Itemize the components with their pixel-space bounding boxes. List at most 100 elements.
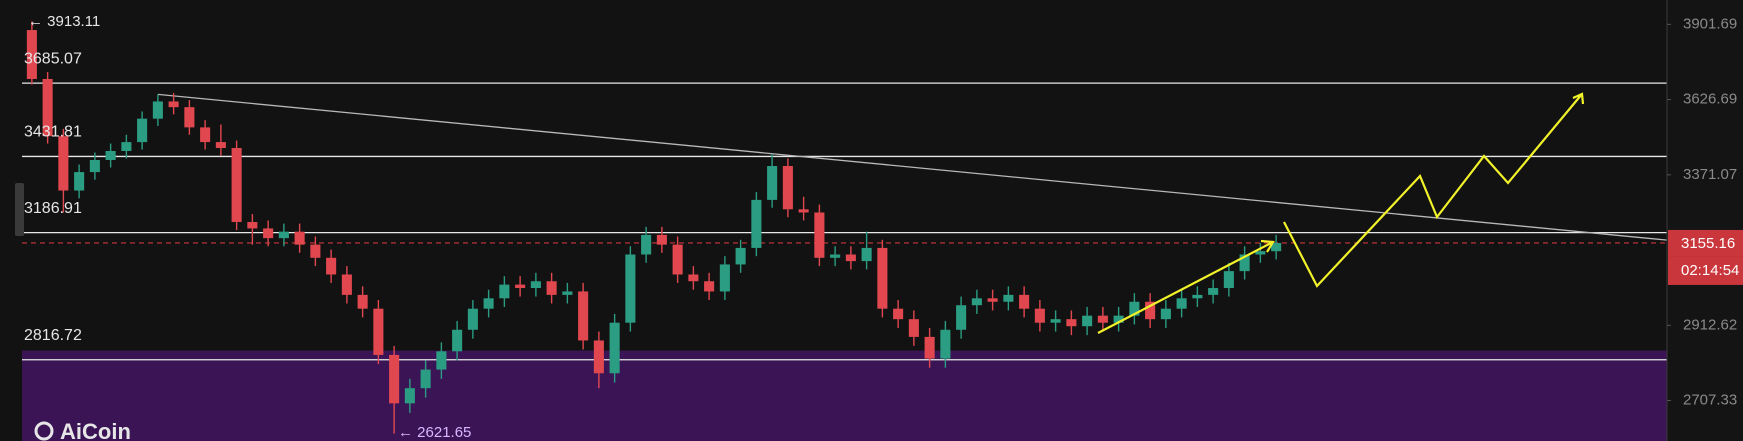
candle-body <box>294 231 305 245</box>
candle-body <box>467 308 478 330</box>
candle-body <box>121 142 132 151</box>
candle-body <box>656 234 667 245</box>
price-axis <box>1667 0 1743 441</box>
candle-body <box>278 231 289 239</box>
candle-body <box>593 340 604 374</box>
candle-body <box>719 264 730 292</box>
y-tick-label: 2707.33 <box>1683 392 1737 409</box>
candle-body <box>404 388 415 404</box>
projection-arrow <box>1097 241 1274 334</box>
candle-body <box>1050 319 1061 323</box>
candle-body <box>1066 319 1077 327</box>
candle-body <box>1208 288 1219 295</box>
projection-arrow <box>1283 93 1583 288</box>
candle-body <box>168 101 179 108</box>
candle-body <box>215 142 226 149</box>
candle-body <box>845 254 856 262</box>
level-label: 3186.91 <box>24 200 82 217</box>
candle-body <box>105 150 116 160</box>
candle-body <box>1192 294 1203 299</box>
candle-body <box>373 308 384 355</box>
candle-body <box>578 291 589 341</box>
candle-body <box>987 298 998 302</box>
candle-body <box>137 118 148 143</box>
candle-body <box>1113 315 1124 323</box>
candle-body <box>326 257 337 275</box>
candle-body <box>1160 308 1171 320</box>
projection-layer <box>1097 92 1585 334</box>
countdown-box <box>1668 256 1743 285</box>
zone <box>22 350 1667 441</box>
candle-body <box>26 30 37 79</box>
last-price-label: 3155.16 <box>1681 235 1735 252</box>
trendline <box>157 93 1670 242</box>
candle-body <box>609 322 620 374</box>
candle-body <box>58 136 69 191</box>
axis-layer: 3901.69 3626.69 3371.07 2912.62 2707.33 3155.… <box>1667 15 1743 409</box>
arrow-head <box>1260 239 1275 253</box>
candle-body <box>971 298 982 306</box>
candle-body <box>530 281 541 289</box>
candle-body <box>357 294 368 309</box>
candle-body <box>247 222 258 229</box>
level-label: 3431.81 <box>24 124 82 141</box>
candle-body <box>625 254 636 323</box>
candle-body <box>231 148 242 223</box>
last-price-box <box>1668 229 1743 257</box>
candle-body <box>341 274 352 295</box>
candle-body <box>74 172 85 191</box>
candle-body <box>200 127 211 143</box>
candle-body <box>152 101 163 119</box>
candle-body <box>830 254 841 258</box>
candle-body <box>1176 298 1187 309</box>
candle-body <box>499 284 510 299</box>
candle-body <box>940 329 951 359</box>
candle-body <box>562 291 573 295</box>
y-tick-label: 3626.69 <box>1683 91 1737 108</box>
candle-body <box>483 298 494 309</box>
candle-body <box>263 228 274 239</box>
low-annotation: ← 2621.65 <box>398 424 471 441</box>
candle-body <box>1239 254 1250 272</box>
side-tab[interactable] <box>15 183 24 236</box>
arrow-head <box>1572 92 1585 105</box>
candle-body <box>1003 294 1014 302</box>
candle-body <box>672 244 683 275</box>
candle-body <box>546 281 557 295</box>
candle-body <box>924 336 935 359</box>
candle-body <box>310 244 321 258</box>
candle-body <box>704 281 715 292</box>
high-annotation: ← 3913.11 <box>28 13 100 30</box>
candle-body <box>1255 251 1266 255</box>
candle-body <box>877 247 888 309</box>
countdown: 02:14:54 <box>1681 262 1739 279</box>
candle-body <box>1034 308 1045 323</box>
candle-body <box>1082 315 1093 327</box>
candle-body <box>1097 315 1108 323</box>
candle-body <box>1145 301 1156 320</box>
candle-body <box>782 166 793 210</box>
candle-body <box>1223 271 1234 289</box>
candle-body <box>436 351 447 370</box>
candle-body <box>452 329 463 352</box>
y-tick-label: 2912.62 <box>1683 316 1737 333</box>
zone-layer <box>22 350 1667 441</box>
candle-body <box>735 247 746 265</box>
candle-body <box>1271 242 1282 252</box>
candle-body <box>861 247 872 262</box>
candle-body <box>389 354 400 404</box>
y-tick-label: 3901.69 <box>1683 15 1737 32</box>
candle-body <box>798 209 809 213</box>
candle-body <box>767 166 778 200</box>
y-tick-label: 3371.07 <box>1683 166 1737 183</box>
candle-body <box>751 199 762 248</box>
candle-body <box>184 107 195 128</box>
candle-body <box>814 212 825 258</box>
candle-body <box>956 305 967 330</box>
candle-body <box>641 234 652 255</box>
candle-body <box>42 78 53 137</box>
candle-body <box>893 308 904 320</box>
candle-body <box>1129 301 1140 316</box>
